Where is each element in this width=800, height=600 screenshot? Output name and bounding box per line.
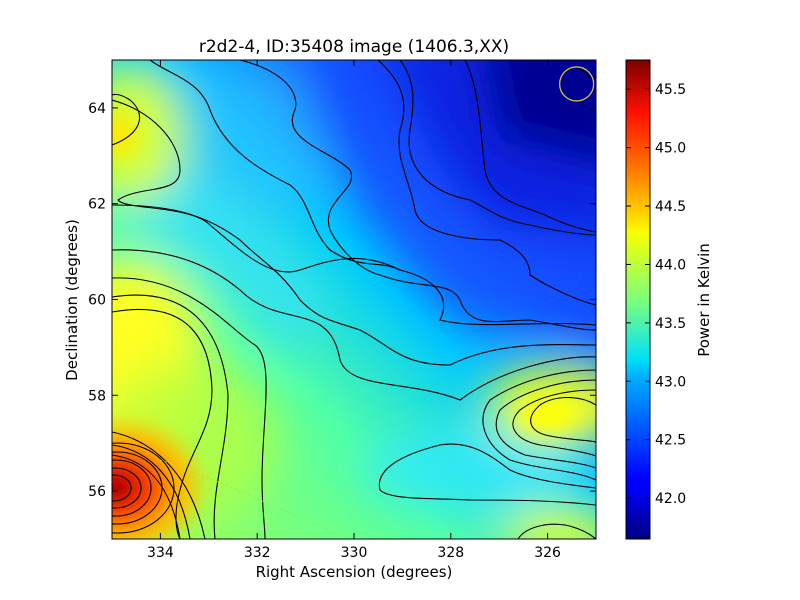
y-tick-label: 56: [88, 484, 106, 500]
contour-line: [112, 474, 132, 502]
contour-line: [464, 60, 596, 233]
contour-line: [112, 444, 191, 539]
y-axis-label: Declination (degrees): [63, 219, 81, 381]
chart-title: r2d2-4, ID:35408 image (1406.3,XX): [199, 37, 509, 57]
contour-line: [239, 60, 596, 331]
x-axis: 334 332 330 328 326: [147, 60, 561, 561]
colorbar-gradient: [625, 59, 651, 540]
colorbar-tick-label: 42.5: [655, 433, 686, 449]
colorbar-tick-label: 42.0: [655, 491, 686, 507]
colorbar-tick-label: 43.5: [655, 316, 686, 332]
contour-line: [112, 99, 596, 326]
contour-line: [399, 60, 596, 236]
contour-line: [112, 204, 596, 366]
contour-line: [112, 249, 596, 401]
colorbar-ticks: 42.0 42.5 43.0 43.5 44.0 44.5 45.0 45.5: [626, 82, 686, 507]
colorbar: 42.0 42.5 43.0 43.5 44.0 44.5 45.0 45.5 Power i…: [625, 59, 713, 540]
colorbar-tick-label: 45.0: [655, 141, 686, 157]
x-tick-label: 328: [437, 545, 464, 561]
contour-line: [112, 308, 213, 539]
x-tick-label: 326: [534, 545, 561, 561]
contour-line: [517, 523, 596, 539]
y-tick-label: 60: [88, 293, 106, 309]
x-tick-label: 334: [147, 545, 174, 561]
y-tick-label: 62: [88, 197, 106, 213]
contour-lines: [112, 60, 596, 539]
contour-line: [112, 454, 181, 539]
colorbar-tick-label: 43.0: [655, 374, 686, 390]
colorbar-tick-label: 45.5: [655, 82, 686, 98]
contour-line: [561, 66, 591, 81]
contour-line: [112, 431, 206, 539]
x-axis-label: Right Ascension (degrees): [256, 563, 453, 581]
contour-line: [495, 379, 596, 469]
contour-line: [512, 389, 596, 457]
contour-line: [112, 93, 141, 146]
colorbar-tick-label: 44.0: [655, 257, 686, 273]
beam-marker: [558, 66, 595, 102]
x-tick-label: 330: [341, 545, 368, 561]
contour-line: [378, 443, 596, 506]
contour-line: [112, 442, 175, 534]
heatmap: [112, 60, 596, 539]
contour-line: [377, 60, 596, 306]
contour-line: [530, 396, 596, 443]
contour-line: [112, 467, 142, 509]
colorbar-tick-label: 44.5: [655, 199, 686, 215]
contour-line: [112, 294, 229, 539]
x-tick-label: 332: [244, 545, 271, 561]
contour-line: [149, 60, 401, 271]
contour-line: [112, 459, 152, 517]
y-tick-label: 58: [88, 388, 106, 404]
y-tick-label: 64: [88, 101, 106, 117]
contour-line: [112, 451, 163, 525]
contour-line: [482, 369, 596, 481]
colorbar-label: Power in Kelvin: [695, 243, 713, 357]
y-axis: 56 58 60 62 64: [88, 101, 596, 500]
